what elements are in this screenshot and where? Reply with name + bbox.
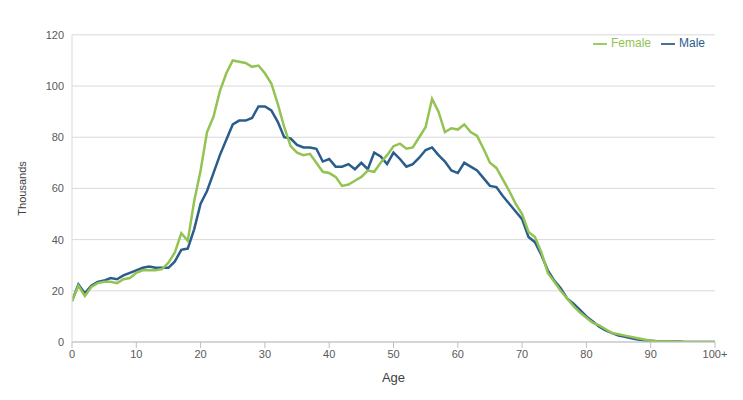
svg-text:80: 80: [52, 131, 64, 143]
svg-text:80: 80: [580, 348, 592, 360]
html-text:Female: Female: [611, 36, 651, 50]
svg-text:70: 70: [516, 348, 528, 360]
svg-text:60: 60: [452, 348, 464, 360]
svg-text:10: 10: [130, 348, 142, 360]
svg-text:20: 20: [52, 285, 64, 297]
svg-text:Age: Age: [382, 370, 405, 385]
svg-text:40: 40: [52, 234, 64, 246]
svg-text:Thousands: Thousands: [16, 161, 28, 216]
svg-text:60: 60: [52, 182, 64, 194]
svg-text:100: 100: [46, 80, 64, 92]
svg-text:100+: 100+: [703, 348, 728, 360]
svg-text:20: 20: [194, 348, 206, 360]
svg-text:30: 30: [259, 348, 271, 360]
svg-text:0: 0: [58, 336, 64, 348]
svg-text:90: 90: [645, 348, 657, 360]
svg-text:50: 50: [387, 348, 399, 360]
svg-text:120: 120: [46, 29, 64, 41]
html-text:Male: Male: [679, 36, 705, 50]
svg-text:40: 40: [323, 348, 335, 360]
svg-text:0: 0: [69, 348, 75, 360]
